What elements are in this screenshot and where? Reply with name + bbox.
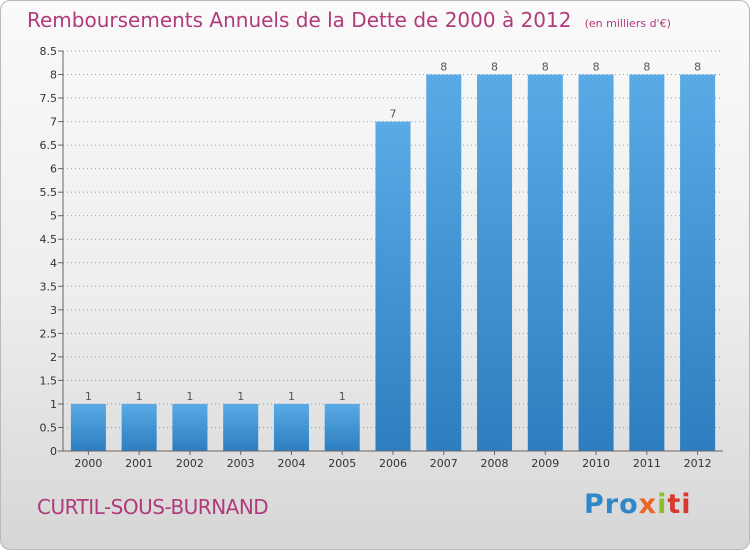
bar bbox=[578, 74, 614, 451]
bar bbox=[324, 403, 360, 451]
value-label: 1 bbox=[85, 390, 92, 403]
y-tick-label: 5.5 bbox=[40, 186, 58, 199]
value-label: 8 bbox=[593, 61, 600, 74]
x-tick-label: 2006 bbox=[379, 457, 407, 470]
bar bbox=[121, 403, 157, 451]
x-tick-label: 2000 bbox=[74, 457, 102, 470]
x-tick-label: 2010 bbox=[582, 457, 610, 470]
value-label: 1 bbox=[136, 390, 143, 403]
logo-part-2: x bbox=[638, 489, 658, 520]
y-tick-label: 4 bbox=[50, 257, 57, 270]
logo-part-4: ti bbox=[667, 489, 692, 520]
value-label: 8 bbox=[440, 61, 447, 74]
y-tick-label: 8.5 bbox=[40, 45, 58, 58]
y-tick-label: 7 bbox=[50, 116, 57, 129]
y-tick-label: 8 bbox=[50, 69, 57, 82]
x-tick-label: 2008 bbox=[481, 457, 509, 470]
labels: 0 0.5 1 1.5 2 2.5 3 3.5 4 4.5 5 5.5 6 6.5 7 7.5 8 8.5 1 200… bbox=[40, 45, 712, 470]
bar bbox=[172, 403, 208, 451]
proxiti-logo: Proxiti bbox=[584, 489, 692, 520]
bar bbox=[375, 121, 411, 452]
y-tick-label: 3 bbox=[50, 304, 57, 317]
y-tick-label: 2.5 bbox=[40, 327, 58, 340]
bar bbox=[477, 74, 513, 451]
bar bbox=[680, 74, 716, 451]
y-tick-label: 6 bbox=[50, 163, 57, 176]
logo-part-1: Pro bbox=[584, 489, 639, 520]
x-tick-label: 2005 bbox=[328, 457, 356, 470]
y-tick-label: 0.5 bbox=[40, 421, 58, 434]
x-tick-label: 2001 bbox=[125, 457, 153, 470]
y-tick-label: 1 bbox=[50, 398, 57, 411]
value-label: 1 bbox=[237, 390, 244, 403]
bars bbox=[70, 74, 716, 452]
x-tick-label: 2009 bbox=[531, 457, 559, 470]
bar bbox=[70, 403, 106, 451]
bar bbox=[527, 74, 563, 451]
bar bbox=[273, 403, 309, 451]
y-tick-label: 7.5 bbox=[40, 92, 58, 105]
value-label: 8 bbox=[643, 61, 650, 74]
y-tick-label: 6.5 bbox=[40, 139, 58, 152]
chart-title: Remboursements Annuels de la Dette de 20… bbox=[27, 8, 572, 32]
bar bbox=[426, 74, 462, 451]
value-label: 8 bbox=[491, 61, 498, 74]
x-tick-label: 2003 bbox=[227, 457, 255, 470]
value-label: 1 bbox=[339, 390, 346, 403]
commune-name: CURTIL-SOUS-BURNAND bbox=[37, 495, 269, 519]
logo-part-3: i bbox=[657, 489, 668, 520]
x-tick-label: 2002 bbox=[176, 457, 204, 470]
chart-subtitle: (en milliers d'€) bbox=[584, 17, 671, 30]
x-tick-label: 2004 bbox=[277, 457, 305, 470]
bar bbox=[629, 74, 665, 451]
y-tick-label: 5 bbox=[50, 210, 57, 223]
value-label: 8 bbox=[542, 61, 549, 74]
value-label: 8 bbox=[694, 61, 701, 74]
value-label: 1 bbox=[288, 390, 295, 403]
y-tick-label: 2 bbox=[50, 351, 57, 364]
y-tick-label: 0 bbox=[50, 445, 57, 458]
y-tick-label: 4.5 bbox=[40, 233, 58, 246]
y-tick-label: 3.5 bbox=[40, 280, 58, 293]
chart-title-row: Remboursements Annuels de la Dette de 20… bbox=[27, 8, 671, 32]
x-tick-label: 2007 bbox=[430, 457, 458, 470]
axes bbox=[58, 50, 723, 455]
x-tick-label: 2011 bbox=[633, 457, 661, 470]
x-tick-label: 2012 bbox=[684, 457, 712, 470]
y-tick-label: 1.5 bbox=[40, 374, 58, 387]
value-label: 1 bbox=[186, 390, 193, 403]
value-label: 7 bbox=[390, 108, 397, 121]
bar bbox=[223, 403, 259, 451]
